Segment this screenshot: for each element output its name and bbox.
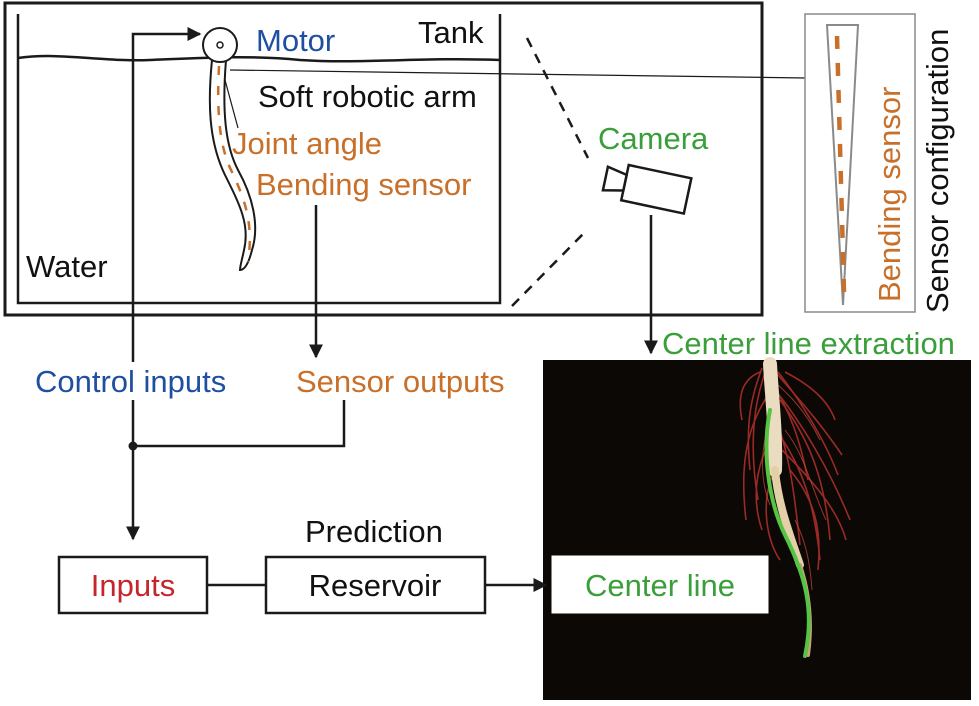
- camera-view-line-bottom: [511, 231, 586, 307]
- center-line-label: Center line: [585, 568, 735, 603]
- joint-angle-leader: [224, 79, 239, 129]
- camera-label: Camera: [598, 121, 709, 156]
- tank-label: Tank: [418, 15, 484, 50]
- sensor-config-arm: [825, 24, 860, 306]
- control-input-arrow: [131, 27, 202, 362]
- water-surface: [17, 54, 501, 63]
- camera-icon: [601, 163, 693, 216]
- center-line-box: [551, 555, 769, 614]
- center-line-extraction-label: Center line extraction: [662, 326, 955, 361]
- inputs-label: Inputs: [91, 568, 175, 603]
- bending-sensor-label: Bending sensor: [256, 167, 471, 202]
- prediction-label: Prediction: [305, 514, 443, 549]
- camera-view-line-top: [525, 37, 590, 159]
- control-inputs-label: Control inputs: [35, 364, 226, 399]
- sensor-config-label: Sensor configuration: [920, 29, 955, 313]
- tank-walls: [16, 14, 502, 305]
- center-line-photo: [543, 357, 971, 700]
- joint-angle-label: Joint angle: [232, 126, 382, 161]
- sensor-outputs-label: Sensor outputs: [296, 364, 505, 399]
- soft-arm-label: Soft robotic arm: [258, 79, 477, 114]
- sensor-output-merge-line: [133, 400, 346, 448]
- soft-robotic-arm: [208, 59, 257, 272]
- junction-dot: [128, 441, 138, 451]
- motor-label: Motor: [256, 23, 335, 58]
- setup-frame: [3, 1, 764, 317]
- sensor-config-bending-label: Bending sensor: [872, 87, 907, 302]
- water-label: Water: [26, 249, 108, 284]
- sensor-config-leader-line: [229, 69, 807, 79]
- inputs-box: [57, 555, 209, 615]
- motor-icon: [202, 27, 238, 63]
- sensor-config-box: [804, 13, 916, 313]
- center-line-trace: [764, 408, 811, 658]
- reservoir-label: Reservoir: [309, 568, 442, 603]
- arm-bending-sensor: [216, 65, 252, 263]
